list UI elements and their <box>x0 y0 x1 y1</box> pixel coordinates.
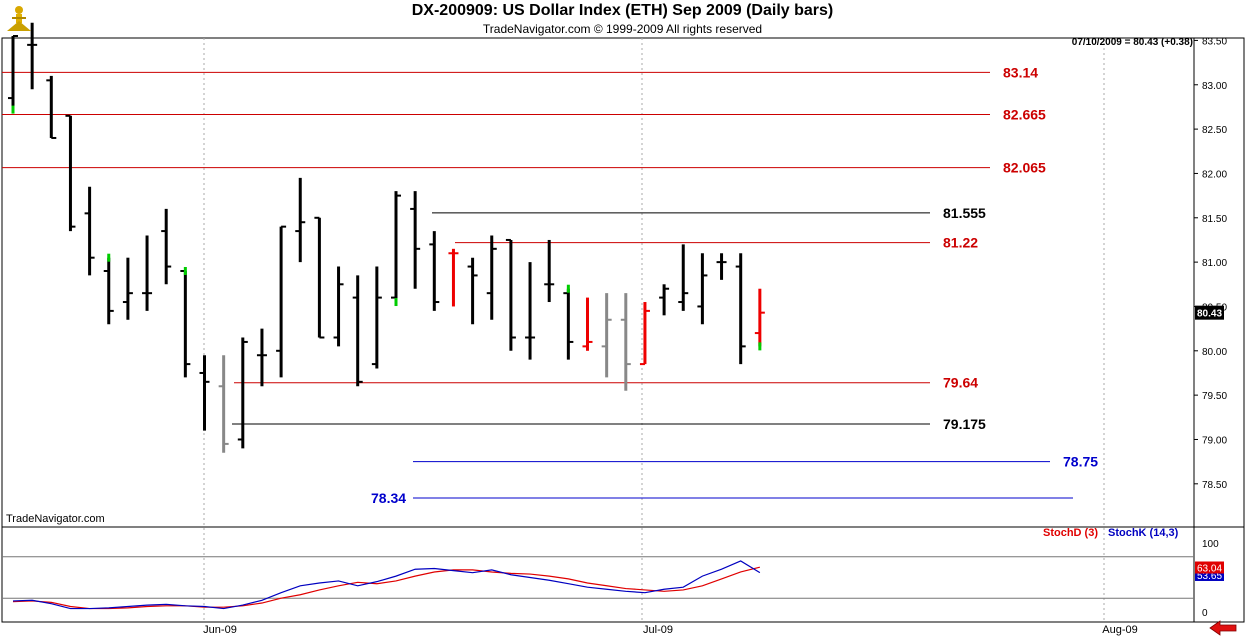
watermark-text: TradeNavigator.com <box>6 513 105 525</box>
stochk-value-text: 53.65 <box>1197 571 1222 582</box>
chart-title: DX-200909: US Dollar Index (ETH) Sep 200… <box>411 2 834 19</box>
up-marker <box>566 284 570 293</box>
level-label: 82.665 <box>1003 106 1046 122</box>
y-tick-label: 81.00 <box>1202 258 1227 269</box>
stoch-y-tick-label: 100 <box>1202 539 1219 550</box>
last-price-tag <box>1195 305 1224 320</box>
y-tick-label: 82.00 <box>1202 169 1227 180</box>
stoch-y-tick-label: 0 <box>1202 608 1208 619</box>
y-tick-label: 79.50 <box>1202 391 1227 402</box>
stoch-panel-frame <box>1 526 1195 623</box>
x-tick-label: Jun-09 <box>203 624 237 636</box>
y-tick-label: 82.50 <box>1202 125 1227 136</box>
chart-subtitle: TradeNavigator.com © 1999-2009 All right… <box>482 22 763 36</box>
price-readout: 07/10/2009 = 80.43 (+0.38) <box>1071 37 1193 48</box>
x-tick-label: Aug-09 <box>1102 624 1137 636</box>
x-tick-label: Jul-09 <box>643 624 673 636</box>
legend-stochd: StochD (3) <box>1043 527 1098 539</box>
stochd-value-text: 63.04 <box>1197 564 1222 575</box>
y-tick-label: 83.50 <box>1202 36 1227 47</box>
stochd-value-tag <box>1195 561 1224 574</box>
trading-figure-logo-icon <box>7 6 31 31</box>
level-label: 78.75 <box>1063 454 1098 470</box>
y-tick-label: 83.00 <box>1202 81 1227 92</box>
y-tick-label: 80.00 <box>1202 347 1227 358</box>
y-tick-label: 78.50 <box>1202 480 1227 491</box>
level-label: 79.64 <box>943 375 978 391</box>
level-label: 81.22 <box>943 235 978 251</box>
legend-stochk: StochK (14,3) <box>1108 527 1179 539</box>
level-label: 81.555 <box>943 205 986 221</box>
y-tick-label: 79.00 <box>1202 435 1227 446</box>
level-label: 78.34 <box>371 490 406 506</box>
level-label: 79.175 <box>943 416 986 432</box>
price-axis-frame <box>1193 37 1245 528</box>
up-marker <box>11 105 15 114</box>
price-panel-frame <box>1 37 1195 528</box>
last-price-text: 80.43 <box>1197 309 1222 320</box>
level-label: 83.14 <box>1003 64 1038 80</box>
red-left-arrow-icon[interactable] <box>1208 620 1238 636</box>
stochd-line <box>12 566 760 610</box>
up-marker <box>758 342 762 351</box>
up-marker <box>107 253 111 262</box>
level-label: 82.065 <box>1003 160 1046 176</box>
up-marker <box>183 266 187 275</box>
y-tick-label: 81.50 <box>1202 214 1227 225</box>
up-marker <box>394 298 398 307</box>
stochk-line <box>12 560 761 610</box>
